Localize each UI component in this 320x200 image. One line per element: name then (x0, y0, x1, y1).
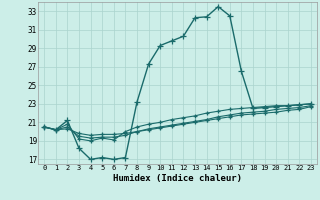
X-axis label: Humidex (Indice chaleur): Humidex (Indice chaleur) (113, 174, 242, 183)
